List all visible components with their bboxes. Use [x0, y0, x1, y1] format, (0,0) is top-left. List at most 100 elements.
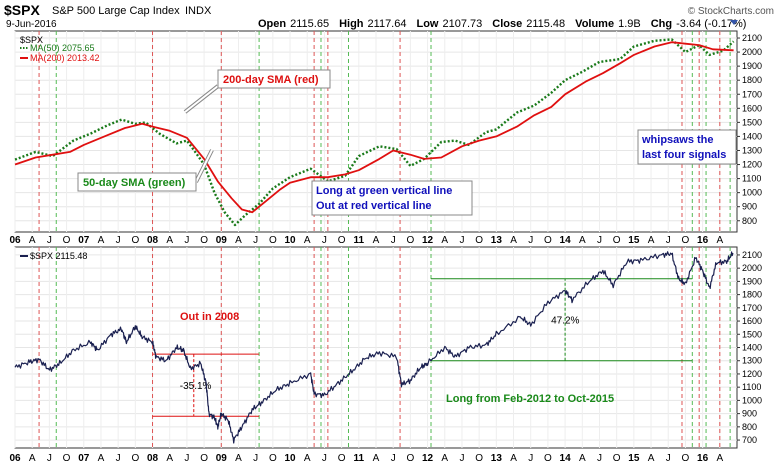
y-tick-label: 1300 — [742, 356, 762, 366]
x-tick-label: J — [528, 453, 533, 464]
bottom-series — [14, 251, 734, 444]
y-tick-label: 2100 — [742, 250, 762, 260]
x-tick-label: O — [406, 453, 414, 464]
callout-50-arrow — [195, 149, 213, 183]
close-label: Close — [492, 18, 522, 30]
bottom-x-axis: 06 A J O 07 A J O 08 A J O 09 A J O 10 A J O 11 A J O 12 A J O 13 A J O… — [9, 453, 723, 464]
x-tick-label: J — [666, 235, 671, 246]
x-tick-label: 16 — [697, 453, 709, 464]
y-tick-label: 1700 — [742, 303, 762, 313]
y-tick-label: 1200 — [742, 160, 762, 170]
volume-value: 1.9B — [618, 18, 641, 30]
x-tick-label: O — [131, 453, 139, 464]
x-tick-label: O — [63, 235, 71, 246]
whipsaw-text-2: last four signals — [642, 149, 726, 161]
open-label: Open — [258, 18, 286, 30]
y-tick-label: 1800 — [742, 75, 762, 85]
x-tick-label: J — [116, 453, 121, 464]
x-tick-label: 16 — [697, 235, 709, 246]
x-tick-label: 11 — [354, 453, 365, 464]
x-tick-label: A — [235, 235, 242, 246]
x-tick-label: A — [716, 453, 723, 464]
top-legend: $SPX MA(50) 2075.65 MA(200) 2013.42 — [20, 35, 100, 63]
out-2008-text: Out in 2008 — [180, 311, 239, 323]
out-at-red-text: Out at red vertical line — [316, 200, 432, 212]
x-tick-label: A — [29, 453, 36, 464]
y-tick-label: 1400 — [742, 343, 762, 353]
ma200-line — [14, 41, 734, 214]
price-ma-panel: 800 900 1000 1100 1200 1300 1400 1500 1600 1700 18… — [14, 30, 762, 233]
x-tick-label: A — [98, 235, 105, 246]
close-value: 2115.48 — [526, 18, 565, 30]
x-tick-label: 09 — [216, 453, 228, 464]
x-tick-label: A — [579, 453, 586, 464]
y-tick-label: 2100 — [742, 33, 762, 43]
x-tick-label: J — [47, 235, 52, 246]
x-tick-label: A — [373, 453, 380, 464]
top-legend-title: $SPX — [20, 35, 43, 45]
chg-label: Chg — [651, 18, 672, 30]
callout-200-text: 200-day SMA (red) — [223, 74, 319, 86]
x-tick-label: O — [475, 235, 483, 246]
high-label: High — [339, 18, 364, 30]
y-tick-label: 1400 — [742, 131, 762, 141]
bottom-legend: $SPX 2115.48 — [20, 251, 87, 261]
x-tick-label: J — [322, 453, 327, 464]
symbol-title: $SPX — [4, 2, 40, 18]
x-tick-label: J — [597, 235, 602, 246]
bottom-gridlines — [14, 247, 737, 448]
legend-spx-label: $SPX 2115.48 — [30, 251, 87, 261]
x-tick-label: A — [304, 235, 311, 246]
x-tick-label: A — [579, 235, 586, 246]
x-tick-label: 08 — [147, 235, 159, 246]
chart-header: $SPX S&P 500 Large Cap Index INDX © Stoc… — [4, 2, 774, 30]
x-tick-label: 07 — [78, 235, 90, 246]
x-tick-label: O — [63, 453, 71, 464]
x-tick-label: 06 — [9, 453, 21, 464]
x-tick-label: O — [338, 235, 346, 246]
x-tick-label: J — [666, 453, 671, 464]
y-tick-label: 1100 — [742, 174, 761, 184]
x-tick-label: O — [269, 453, 277, 464]
y-tick-label: 800 — [742, 216, 757, 226]
measure-label: -35.1% — [180, 381, 212, 392]
x-tick-label: 14 — [560, 453, 572, 464]
y-tick-label: 1100 — [742, 382, 761, 392]
y-tick-label: 2000 — [742, 47, 762, 57]
bottom-y-axis: 700 800 900 1000 1100 1200 1300 1400 1500 1600 170… — [737, 250, 762, 445]
x-tick-label: O — [406, 235, 414, 246]
x-tick-label: O — [613, 235, 621, 246]
y-tick-label: 900 — [742, 202, 757, 212]
x-tick-label: 08 — [147, 453, 159, 464]
x-tick-label: J — [597, 453, 602, 464]
y-tick-label: 1500 — [742, 329, 762, 339]
x-tick-label: 07 — [78, 453, 90, 464]
callout-50-text: 50-day SMA (green) — [83, 177, 186, 189]
x-tick-label: A — [648, 453, 655, 464]
y-tick-label: 900 — [742, 409, 757, 419]
x-tick-label: 10 — [284, 453, 296, 464]
x-tick-label: J — [253, 453, 258, 464]
dropdown-arrow-icon[interactable] — [730, 20, 738, 25]
bottom-measurements: -35.1% 47.2% — [152, 278, 693, 417]
chart-date: 9-Jun-2016 — [6, 19, 57, 30]
legend-ma50-label: MA(50) 2075.65 — [30, 43, 95, 53]
x-tick-label: A — [166, 453, 173, 464]
x-tick-label: 11 — [354, 235, 365, 246]
watermark: © StockCharts.com — [688, 6, 774, 17]
spx-price-line — [14, 251, 734, 444]
x-tick-label: J — [253, 235, 258, 246]
y-tick-label: 1000 — [742, 395, 762, 405]
x-tick-label: O — [682, 453, 690, 464]
x-tick-label: 13 — [491, 235, 503, 246]
y-tick-label: 1600 — [742, 316, 762, 326]
whipsaw-text-1: whipsaws the — [641, 134, 714, 146]
x-tick-label: J — [391, 453, 396, 464]
x-tick-label: A — [235, 453, 242, 464]
x-tick-label: 09 — [216, 235, 228, 246]
x-tick-label: A — [648, 235, 655, 246]
x-tick-label: O — [613, 453, 621, 464]
callout-200-arrow — [184, 85, 219, 113]
x-tick-label: 10 — [284, 235, 296, 246]
low-value: 2107.73 — [442, 18, 482, 30]
